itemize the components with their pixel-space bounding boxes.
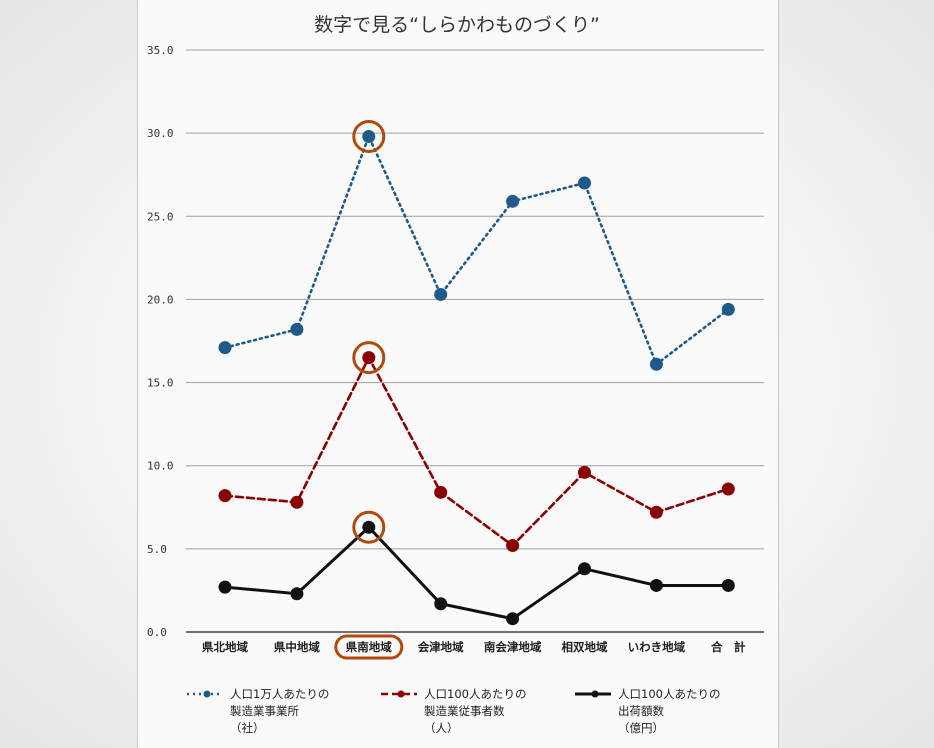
data-point xyxy=(434,287,448,301)
y-tick-label: 10.0 xyxy=(147,460,174,473)
data-point xyxy=(721,482,735,496)
y-tick-label: 20.0 xyxy=(147,293,174,306)
x-tick-label: 南会津地域 xyxy=(484,640,542,654)
data-point xyxy=(362,351,376,365)
chart-panel xyxy=(137,0,779,748)
legend-marker xyxy=(397,690,405,698)
highlight-point-ring xyxy=(352,119,386,153)
data-point xyxy=(721,578,735,592)
data-point xyxy=(506,539,520,553)
x-tick-label: いわき地域 xyxy=(628,640,686,654)
data-point xyxy=(218,580,232,594)
y-tick-label: 15.0 xyxy=(147,377,174,390)
data-point xyxy=(506,612,520,626)
data-point xyxy=(362,129,376,143)
highlight-label-ring xyxy=(334,634,404,660)
data-point xyxy=(434,485,448,499)
legend-label: 人口1万人あたりの 製造業事業所 （社） xyxy=(230,687,330,735)
y-tick-label: 0.0 xyxy=(147,626,167,639)
y-tick-label: 35.0 xyxy=(147,44,174,57)
highlight-point-ring xyxy=(352,510,386,544)
legend-marker xyxy=(591,690,599,698)
data-point xyxy=(434,597,448,611)
data-point xyxy=(218,341,232,355)
data-point xyxy=(290,322,304,336)
x-tick-label: 合 計 xyxy=(711,640,746,654)
y-tick-label: 25.0 xyxy=(147,210,174,223)
x-tick-label: 会津地域 xyxy=(417,640,464,654)
data-point xyxy=(578,562,591,576)
data-point xyxy=(721,302,735,316)
x-tick-label: 相双地域 xyxy=(562,640,608,654)
chart-title: 数字で見る“しらかわものづくり” xyxy=(314,14,600,36)
y-tick-label: 30.0 xyxy=(147,127,174,140)
x-tick-label: 県南地域 xyxy=(346,640,392,654)
x-tick-label: 県中地域 xyxy=(274,640,320,654)
data-point xyxy=(649,505,663,519)
data-point xyxy=(649,578,663,592)
legend-label: 人口100人あたりの 出荷額数 （億円） xyxy=(618,687,721,735)
data-point xyxy=(506,194,520,208)
data-point xyxy=(218,489,232,503)
data-point xyxy=(578,176,591,190)
series-line-3 xyxy=(223,525,730,621)
data-point xyxy=(649,357,663,371)
series-line-1 xyxy=(223,133,730,367)
series-line-2 xyxy=(223,354,730,548)
highlight-point-ring xyxy=(352,341,386,375)
data-point xyxy=(290,495,304,509)
y-tick-label: 5.0 xyxy=(147,543,167,556)
legend-label: 人口100人あたりの 製造業従事者数 （人） xyxy=(424,687,527,735)
x-tick-label: 県北地域 xyxy=(202,640,248,654)
data-point xyxy=(362,520,376,534)
data-point xyxy=(578,465,591,479)
data-point xyxy=(290,587,304,601)
legend-marker xyxy=(203,690,211,698)
